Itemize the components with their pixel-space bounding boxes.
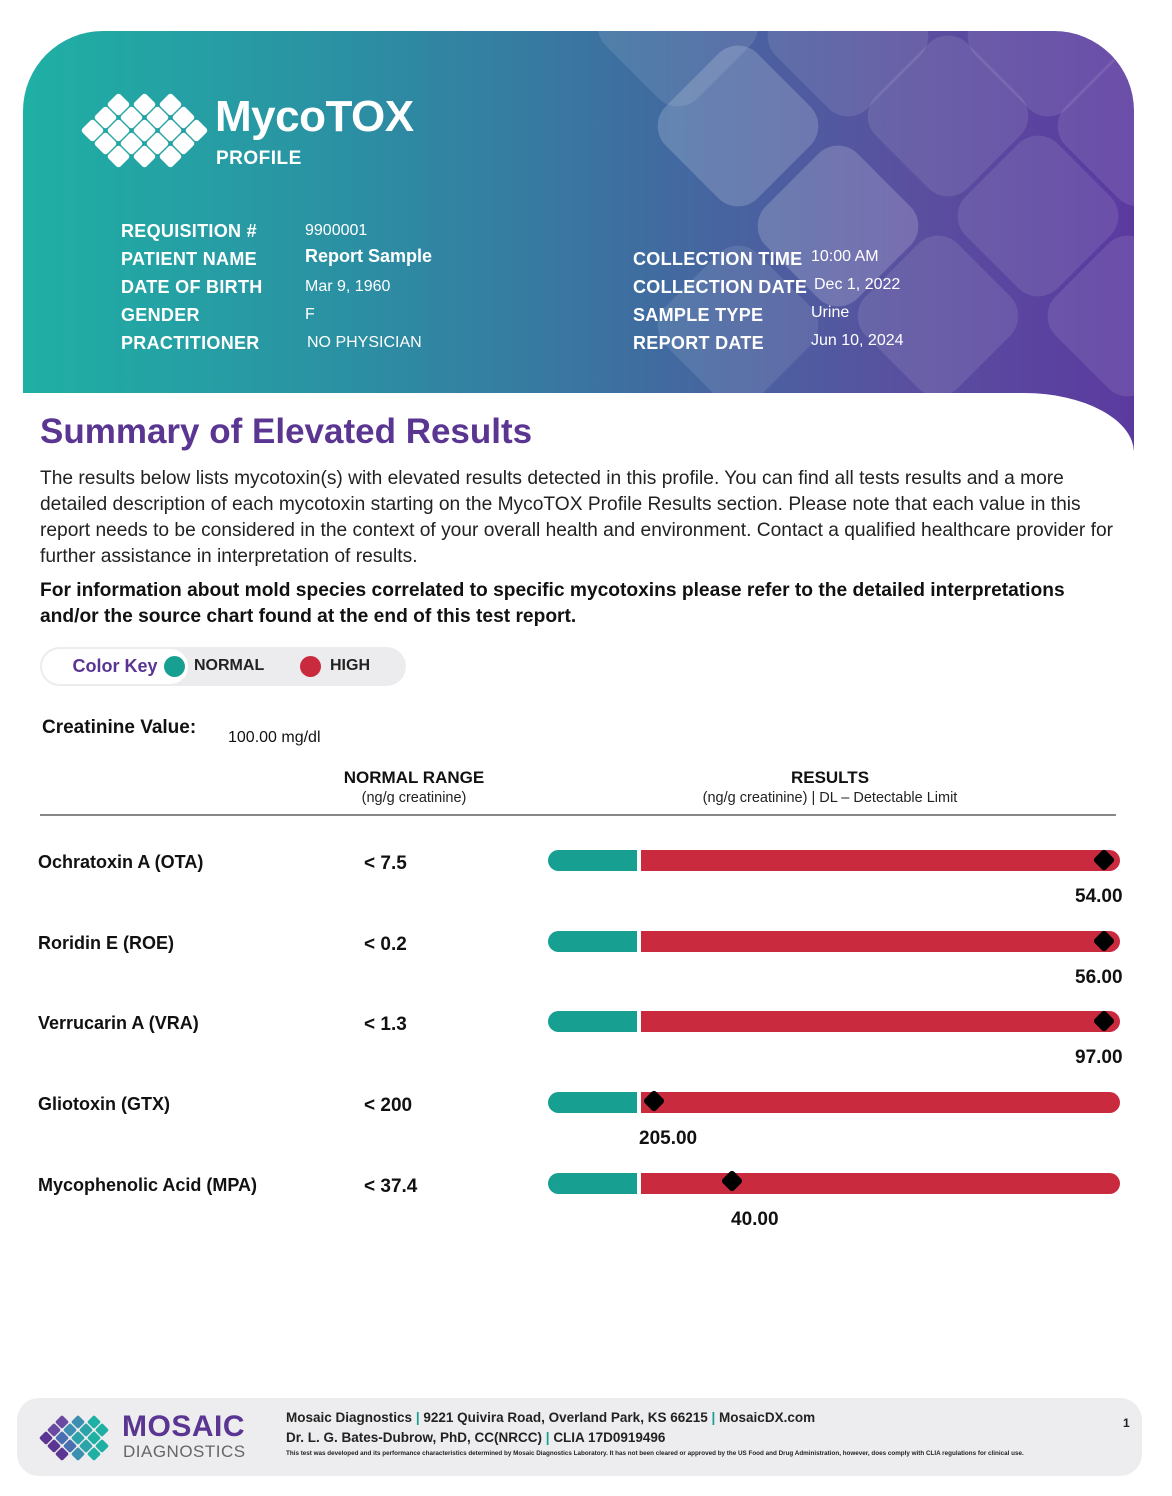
normal-key-text: NORMAL [194,657,265,674]
sample-type-value: Urine [811,304,850,321]
normal-bar [548,1173,637,1194]
result-value: 56.00 [1075,967,1123,988]
color-key-label: Color Key [42,649,188,684]
report-date-label: REPORT DATE [633,333,764,353]
collection-time-value: 10:00 AM [811,248,879,265]
patient-name-label: PATIENT NAME [121,249,257,269]
normal-range-title: NORMAL RANGE [343,768,485,787]
page-number: 1 [1123,1416,1130,1430]
dob-label: DATE OF BIRTH [121,277,263,297]
normal-range-header: NORMAL RANGE (ng/g creatinine) [314,768,514,806]
requisition-label: REQUISITION # [121,221,257,241]
result-name: Roridin E (ROE) [38,933,174,953]
result-value: 40.00 [731,1209,779,1230]
results-unit: (ng/g creatinine) | DL – Detectable Limi… [702,790,958,806]
result-name: Verrucarin A (VRA) [38,1013,199,1033]
footer-brand: MOSAIC [122,1410,245,1443]
patient-name-value: Report Sample [305,246,433,266]
result-name: Gliotoxin (GTX) [38,1094,170,1114]
footer-website-link[interactable]: MosaicDX.com [719,1410,816,1425]
mycotox-logo-icon [78,92,209,169]
normal-bar [548,850,637,871]
result-range: < 0.2 [364,934,407,955]
banner-curve [23,393,1134,451]
normal-bar [548,1011,637,1032]
mosaic-logo-icon [37,1414,117,1462]
normal-bar [548,1092,637,1113]
footer-clia: CLIA 17D0919496 [553,1430,666,1445]
collection-date-value: Dec 1, 2022 [814,276,901,293]
sample-type-label: SAMPLE TYPE [633,305,764,325]
footer-company: Mosaic Diagnostics [286,1410,413,1425]
normal-range-unit: (ng/g creatinine) [361,790,467,806]
practitioner-label: PRACTITIONER [121,333,260,353]
result-range: < 200 [364,1095,413,1116]
brand-subtitle: PROFILE [216,148,302,169]
result-range: < 1.3 [364,1014,407,1035]
result-range: < 7.5 [364,853,407,874]
results-title: RESULTS [790,768,870,787]
footer-director-line: Dr. L. G. Bates-Dubrow, PhD, CC(NRCC) | … [286,1430,665,1445]
footer-director: Dr. L. G. Bates-Dubrow, PhD, CC(NRCC) [286,1430,543,1445]
brand-name: MycoTOX [215,92,414,141]
high-bar [641,1173,1120,1194]
high-key-text: HIGH [330,657,370,674]
practitioner-value: NO PHYSICIAN [307,334,422,351]
high-bar [641,850,1120,871]
gender-label: GENDER [121,305,200,325]
results-header: RESULTS (ng/g creatinine) | DL – Detecta… [630,768,1030,806]
summary-title: Summary of Elevated Results [40,412,533,451]
summary-note: For information about mold species corre… [40,580,1065,627]
footer-address: 9221 Quivira Road, Overland Park, KS 662… [423,1410,708,1425]
separator: | [545,1430,554,1445]
dob-value: Mar 9, 1960 [305,278,391,295]
result-value: 97.00 [1075,1047,1123,1068]
report-date-value: Jun 10, 2024 [811,332,904,349]
collection-date-label: COLLECTION DATE [633,277,808,297]
high-bar [641,1011,1120,1032]
summary-body: The results below lists mycotoxin(s) wit… [40,468,1114,567]
result-name: Mycophenolic Acid (MPA) [38,1175,258,1195]
footer-brand-subtitle: DIAGNOSTICS [123,1442,246,1461]
requisition-value: 9900001 [305,222,368,239]
collection-time-label: COLLECTION TIME [633,249,803,269]
result-value: 54.00 [1075,886,1123,907]
high-dot-icon [300,656,321,677]
header-divider [40,814,1116,816]
high-bar [641,1092,1120,1113]
creatinine-value: 100.00 mg/dl [228,729,321,746]
result-value: 205.00 [639,1128,698,1149]
result-range: < 37.4 [364,1176,418,1197]
header-banner [23,31,1134,451]
footer: MOSAIC DIAGNOSTICS Mosaic Diagnostics | … [17,1398,1142,1476]
normal-dot-icon [164,656,185,677]
normal-bar [548,931,637,952]
footer-address-line: Mosaic Diagnostics | 9221 Quivira Road, … [286,1410,815,1425]
footer-disclaimer: This test was developed and its performa… [286,1450,1024,1457]
creatinine-label: Creatinine Value: [42,717,197,738]
separator: | [415,1410,424,1425]
high-bar [641,931,1120,952]
color-key: Color Key NORMAL HIGH [40,647,406,686]
gender-value: F [305,306,315,323]
separator: | [711,1410,720,1425]
result-name: Ochratoxin A (OTA) [38,852,204,872]
